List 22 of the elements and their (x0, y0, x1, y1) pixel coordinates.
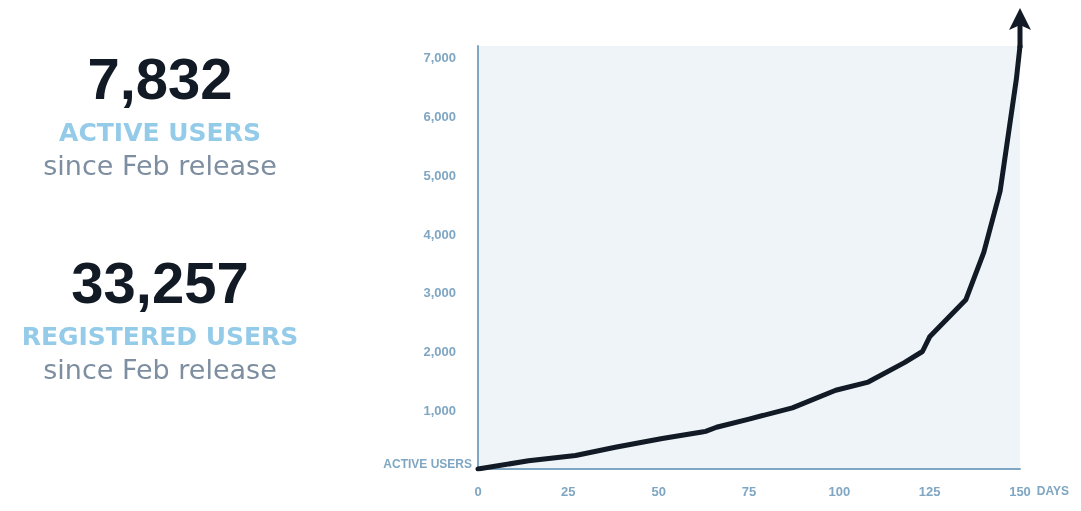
text: 7,832 (86, 45, 234, 113)
x-tick-label: 150 (1009, 484, 1031, 499)
text: since Feb release (42, 149, 278, 183)
y-tick-label: 7,000 (423, 50, 456, 66)
x-axis-title: DAYS (1036, 484, 1069, 498)
text: since Feb release (42, 353, 278, 387)
x-tick-label: 50 (651, 484, 666, 499)
y-axis-title: ACTIVE USERS (383, 456, 472, 471)
x-tick-label: 125 (918, 484, 941, 499)
text: ACTIVE USERS (58, 118, 262, 148)
y-tick-label: 3,000 (423, 285, 456, 301)
y-tick-label: 1,000 (423, 402, 456, 418)
y-tick-label: 5,000 (423, 167, 456, 183)
text: REGISTERED USERS (20, 322, 300, 352)
text: 33,257 (70, 249, 250, 317)
y-tick-label: 4,000 (423, 226, 456, 242)
x-tick-label: 100 (828, 484, 851, 499)
x-tick-label: 75 (741, 484, 757, 499)
x-tick-label: 0 (474, 484, 482, 499)
y-tick-label: 2,000 (423, 344, 456, 359)
y-tick-label: 6,000 (423, 109, 456, 124)
x-tick-label: 25 (561, 484, 576, 499)
